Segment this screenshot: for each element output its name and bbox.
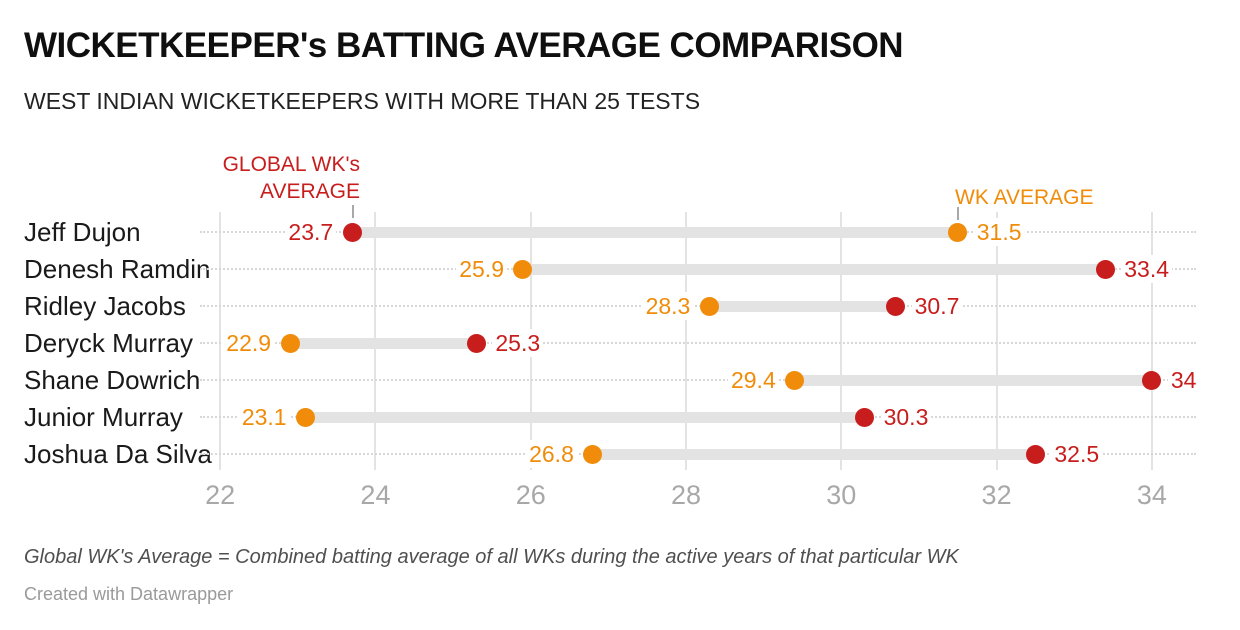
global-wk-average-dot bbox=[855, 407, 875, 427]
row-leader-line bbox=[200, 305, 1196, 307]
row-label: Ridley Jacobs bbox=[24, 291, 186, 321]
axis-tick-label: 22 bbox=[205, 480, 236, 510]
range-connector-bar bbox=[305, 411, 865, 423]
value-label: 30.7 bbox=[911, 292, 963, 320]
annotation-global-wk-average: GLOBAL WK's AVERAGE bbox=[222, 153, 360, 203]
row-leader-line bbox=[200, 342, 1196, 344]
axis-tick-label: 32 bbox=[981, 480, 1012, 510]
range-connector-bar bbox=[709, 300, 896, 312]
value-label: 23.1 bbox=[238, 403, 290, 431]
axis-tick-label: 28 bbox=[670, 480, 702, 510]
row-leader-line bbox=[200, 379, 1196, 381]
value-label: 33.4 bbox=[1121, 255, 1173, 283]
wk-average-dot bbox=[280, 333, 300, 353]
attribution: Created with Datawrapper bbox=[24, 584, 234, 604]
axis-tick-label: 26 bbox=[515, 480, 546, 510]
range-connector-bar bbox=[592, 448, 1036, 460]
gridline bbox=[840, 212, 843, 470]
axis-tick-label: 24 bbox=[360, 480, 391, 510]
value-label: 30.3 bbox=[880, 403, 932, 431]
global-wk-average-dot bbox=[342, 222, 362, 242]
value-label: 31.5 bbox=[973, 218, 1025, 246]
value-label: 28.3 bbox=[642, 292, 694, 320]
gridline bbox=[995, 212, 998, 470]
row-label: Shane Dowrich bbox=[24, 365, 201, 395]
row-label: Joshua Da Silva bbox=[24, 439, 212, 469]
value-label: 29.4 bbox=[727, 366, 779, 394]
annotation-wk-average: WK AVERAGE bbox=[955, 186, 1094, 209]
global-wk-average-dot bbox=[466, 333, 486, 353]
chart-title: WICKETKEEPER's BATTING AVERAGE COMPARISO… bbox=[24, 26, 904, 65]
global-wk-average-dot bbox=[1095, 259, 1115, 279]
value-label: 22.9 bbox=[223, 329, 275, 357]
value-label: 26.8 bbox=[526, 440, 577, 468]
wk-average-dot bbox=[948, 222, 968, 242]
annotation-pointer-line bbox=[352, 205, 354, 218]
global-wk-average-dot bbox=[1025, 444, 1045, 464]
row-label: Junior Murray bbox=[24, 402, 183, 432]
chart-subtitle: WEST INDIAN WICKETKEEPERS WITH MORE THAN… bbox=[24, 88, 701, 114]
wk-average-dot bbox=[296, 407, 316, 427]
row-label: Deryck Murray bbox=[24, 328, 194, 358]
axis-tick-label: 34 bbox=[1136, 480, 1167, 510]
row-label: Jeff Dujon bbox=[24, 217, 141, 247]
wk-average-dot bbox=[699, 296, 719, 316]
value-label: 25.9 bbox=[456, 255, 507, 283]
global-wk-average-dot bbox=[886, 296, 906, 316]
wk-average-dot bbox=[785, 370, 805, 390]
wk-average-dot bbox=[513, 259, 533, 279]
range-connector-bar bbox=[352, 226, 958, 238]
gridline bbox=[1150, 212, 1153, 470]
row-label: Denesh Ramdin bbox=[24, 254, 211, 284]
range-connector-bar bbox=[522, 263, 1106, 275]
range-connector-bar bbox=[290, 337, 477, 349]
value-label: 25.3 bbox=[492, 329, 544, 357]
gridline bbox=[219, 212, 222, 470]
annotation-pointer-line bbox=[957, 207, 959, 220]
gridline bbox=[685, 212, 688, 470]
axis-tick-label: 30 bbox=[826, 480, 857, 510]
global-wk-average-dot bbox=[1142, 370, 1162, 390]
range-connector-bar bbox=[794, 374, 1152, 386]
value-label: 23.7 bbox=[285, 218, 337, 246]
plot-area: 31.5 23.7 25.9 33.4 28.3 30.7 22.9 25.3 29.4 34 23… bbox=[200, 212, 1200, 470]
value-label: 32.5 bbox=[1051, 440, 1103, 468]
value-label: 34 bbox=[1167, 366, 1200, 394]
wk-average-dot bbox=[583, 444, 603, 464]
footnote: Global WK's Average = Combined batting a… bbox=[24, 546, 959, 568]
